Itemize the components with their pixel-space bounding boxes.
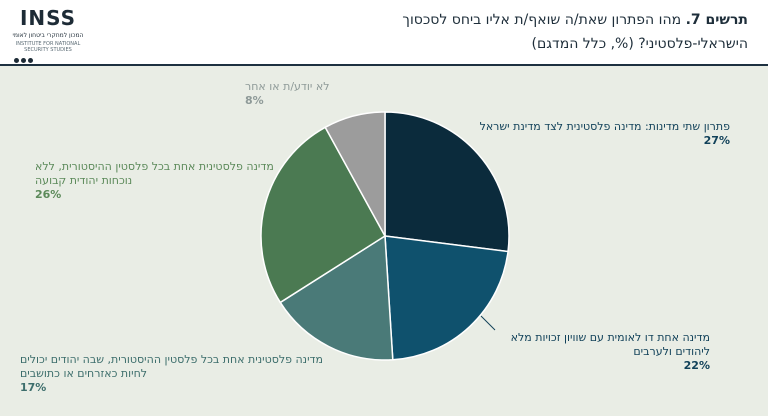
header: INSS המכון למחקרי ביטחון לאומי INSTITUTE… (0, 0, 768, 66)
slice-label-text: מדינה אחת דו לאומית עם שוויון זכויות מלא… (510, 331, 710, 358)
pie-slice-palestine-with-jews (279, 234, 394, 361)
slice-value-label: 27% (703, 134, 730, 147)
logo-subtitle-english: INSTITUTE FOR NATIONAL SECURITY STUDIES (15, 41, 81, 53)
slice-label-dont-know: לא יודע/ת או אחר 8% (245, 80, 365, 108)
pie-slice-palestine-without-jews (260, 126, 386, 304)
chart-title-line1: מהו הפתרון שאת/ה שואף/ת אליו ביחס לסכסוך (402, 12, 682, 28)
logo-dots-icon (14, 48, 35, 67)
chart-title: תרשים 7. מהו הפתרון שאת/ה שואף/ת אליו בי… (148, 8, 748, 56)
leader-line (480, 315, 496, 331)
slice-label-binational: מדינה אחת דו לאומית עם שוויון זכויות מלא… (475, 331, 710, 373)
chart-title-line2: הישראלי-פלסטיני? (%, כלל המדגם) (531, 36, 748, 52)
chart-title-bold: תרשים 7. (685, 12, 748, 28)
slice-value-label: 22% (683, 359, 710, 372)
logo-subtitle: המכון למחקרי ביטחון לאומי (12, 32, 84, 39)
slice-label-palestine-with-jews: מדינה פלסטינית אחת בכל פלסטין ההיסטורית,… (20, 353, 330, 395)
slice-value-label: 26% (35, 188, 62, 201)
slice-label-text: פתרון שתי מדינות: מדינה פלסטינית לצד מדי… (479, 120, 730, 133)
inss-logo: INSS המכון למחקרי ביטחון לאומי INSTITUTE… (10, 6, 86, 63)
slice-label-two-states: פתרון שתי מדינות: מדינה פלסטינית לצד מדי… (470, 120, 730, 148)
slice-label-text: מדינה פלסטינית אחת בכל פלסטין ההיסטורית,… (20, 353, 324, 380)
slice-label-text: לא יודע/ת או אחר (245, 80, 330, 93)
pie-slice-binational (384, 235, 509, 361)
slice-label-palestine-without-jews: מדינה פלסטינית אחת בכל פלסטין ההיסטורית,… (35, 160, 275, 202)
slice-value-label: 17% (20, 381, 47, 394)
slice-value-label: 8% (245, 94, 264, 107)
pie-slice-two-states (384, 111, 510, 253)
pie-slice-dont-know (324, 111, 386, 237)
logo-text: INSS (19, 6, 77, 30)
slice-label-text: מדינה פלסטינית אחת בכל פלסטין ההיסטורית,… (35, 160, 274, 187)
